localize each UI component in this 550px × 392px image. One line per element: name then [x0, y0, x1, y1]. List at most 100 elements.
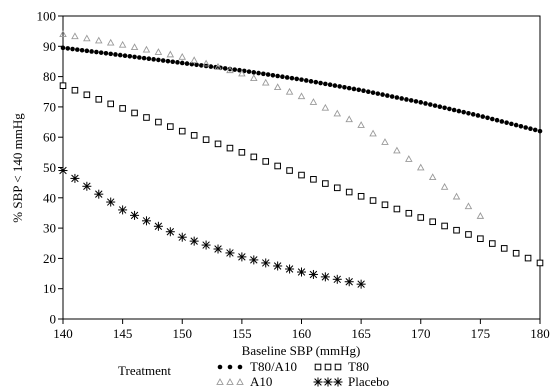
data-point — [275, 73, 280, 79]
data-point — [160, 58, 166, 63]
legend-swatch — [217, 364, 243, 370]
x-tick-label: 170 — [411, 326, 431, 341]
x-axis-title: Baseline SBP (mmHg) — [242, 343, 361, 358]
data-point — [98, 50, 104, 55]
y-tick-label: 0 — [50, 312, 57, 327]
data-point — [113, 52, 118, 57]
data-point — [261, 78, 270, 86]
data-point — [451, 107, 457, 113]
data-point — [261, 71, 266, 77]
y-tick-label: 50 — [43, 160, 56, 175]
data-point — [476, 212, 485, 219]
data-point — [178, 52, 187, 60]
data-point — [428, 173, 437, 181]
data-point — [303, 78, 309, 83]
data-point — [165, 227, 175, 237]
data-point — [513, 122, 519, 128]
y-tick-label: 80 — [43, 69, 56, 84]
data-point — [432, 103, 438, 108]
y-tick-label: 90 — [43, 39, 56, 54]
data-point — [141, 216, 151, 226]
data-point — [308, 269, 318, 279]
data-point — [418, 100, 424, 105]
data-point — [518, 123, 524, 129]
legend-marker — [236, 378, 244, 385]
data-point — [130, 43, 139, 51]
data-point — [151, 57, 156, 62]
data-point — [89, 49, 94, 54]
data-point — [456, 108, 462, 114]
data-point — [489, 240, 496, 247]
data-point — [95, 36, 103, 44]
data-point — [500, 245, 508, 252]
data-point — [537, 128, 543, 134]
data-point — [237, 252, 247, 262]
data-point — [59, 82, 67, 89]
data-point — [437, 104, 443, 110]
data-point — [199, 63, 204, 68]
data-point — [249, 255, 259, 265]
data-point — [509, 121, 514, 127]
data-point — [375, 91, 381, 96]
data-point — [285, 87, 294, 95]
data-point — [179, 60, 185, 66]
data-point — [273, 83, 282, 91]
data-point — [270, 72, 276, 78]
x-axis: 140 145 150 155 160 165 170 175 180 — [53, 319, 550, 341]
data-point — [167, 123, 174, 130]
data-point — [528, 126, 533, 132]
data-point — [475, 113, 481, 118]
x-tick-label: 160 — [292, 326, 312, 341]
x-tick-label: 145 — [113, 326, 133, 341]
data-point — [310, 176, 317, 183]
legend-marker — [314, 363, 322, 371]
data-point — [416, 163, 425, 171]
data-point — [345, 115, 353, 123]
data-point — [461, 109, 466, 115]
data-point — [201, 240, 211, 250]
data-point — [214, 62, 222, 70]
data-point — [250, 74, 258, 81]
data-point — [342, 84, 347, 90]
data-point — [357, 192, 365, 200]
data-point — [370, 90, 376, 95]
data-point — [333, 109, 342, 117]
data-point — [345, 188, 353, 196]
data-point — [297, 92, 306, 100]
data-point — [369, 129, 377, 137]
data-point — [429, 218, 436, 226]
data-point — [130, 210, 140, 220]
legend-label: T80/A10 — [250, 359, 297, 374]
data-point — [399, 96, 404, 101]
data-point — [178, 127, 186, 135]
data-point — [504, 120, 509, 125]
data-point — [405, 209, 413, 217]
legend-entry: Placebo — [313, 374, 389, 389]
data-point — [274, 162, 281, 170]
data-point — [60, 45, 66, 51]
data-point — [106, 38, 115, 46]
data-point — [59, 30, 67, 38]
data-point — [214, 140, 222, 148]
legend-marker — [216, 378, 224, 385]
data-point — [440, 182, 449, 190]
data-point — [246, 69, 252, 74]
legend-marker — [334, 363, 342, 371]
data-point — [327, 82, 333, 88]
data-point — [309, 98, 318, 105]
data-point — [108, 51, 113, 57]
data-point — [524, 254, 532, 262]
series-t80 — [59, 82, 544, 267]
x-tick-label: 165 — [351, 326, 371, 341]
data-point — [442, 105, 447, 111]
data-point — [237, 67, 242, 73]
data-point — [490, 116, 495, 122]
y-tick-label: 20 — [43, 251, 56, 266]
data-point — [225, 248, 235, 258]
legend: Treatment T80/A10 T80 A10 Placebo — [118, 359, 389, 389]
legend-marker — [237, 364, 243, 370]
data-point — [122, 53, 128, 58]
legend-marker — [217, 364, 223, 370]
data-point — [289, 75, 295, 81]
data-point — [106, 197, 116, 207]
